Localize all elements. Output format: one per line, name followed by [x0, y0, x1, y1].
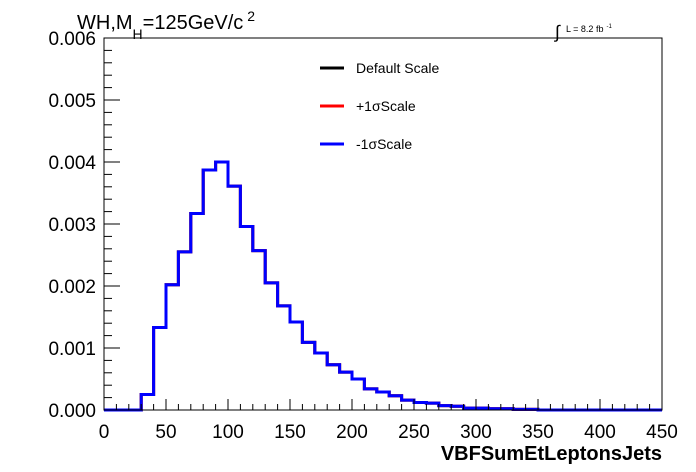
- y-tick-label: 0.001: [48, 339, 96, 360]
- series-line: [104, 160, 662, 412]
- integral-symbol: ∫: [553, 22, 561, 42]
- x-tick-label: 300: [460, 422, 492, 443]
- x-tick-label: 400: [584, 422, 616, 443]
- x-tick-label: 250: [398, 422, 430, 443]
- title-main: WH,M: [77, 12, 133, 34]
- x-tick-labels: 0 50 100 150 200 250 300 350 400 450: [99, 422, 678, 443]
- y-tick-label: 0.000: [48, 401, 96, 422]
- series-line: [104, 160, 662, 412]
- title-superscript: 2: [247, 8, 255, 24]
- y-tick-label: 0.004: [48, 153, 96, 174]
- x-tick-label: 0: [99, 422, 110, 443]
- legend-label: +1σScale: [356, 98, 416, 114]
- lumi-label: ∫ L = 8.2 fb -1: [553, 22, 612, 42]
- legend-label: -1σScale: [356, 136, 412, 152]
- series-layer: [104, 160, 662, 412]
- legend: Default Scale +1σScale -1σScale: [320, 60, 439, 152]
- y-tick-label: 0.006: [48, 29, 96, 50]
- axis-ticks: [103, 37, 663, 411]
- title-subscript: H: [133, 26, 143, 42]
- x-tick-label: 100: [212, 422, 244, 443]
- title-rest: =125GeV/c: [143, 12, 244, 34]
- x-tick-label: 200: [336, 422, 368, 443]
- x-tick-label: 150: [274, 422, 306, 443]
- y-tick-label: 0.003: [48, 215, 96, 236]
- x-tick-label: 450: [646, 422, 678, 443]
- series-line: [104, 160, 662, 412]
- plot-frame: [103, 37, 663, 411]
- x-axis-label: VBFSumEtLeptonsJets: [441, 443, 662, 465]
- x-tick-label: 50: [155, 422, 176, 443]
- legend-label: Default Scale: [356, 60, 439, 76]
- chart-title: WH,MH=125GeV/c 2: [77, 8, 255, 42]
- y-tick-label: 0.005: [48, 91, 96, 112]
- y-tick-labels: 0.000 0.001 0.002 0.003 0.004 0.005 0.006: [48, 29, 96, 422]
- x-tick-label: 350: [522, 422, 554, 443]
- lumi-text: L = 8.2 fb -1: [566, 24, 612, 34]
- y-tick-label: 0.002: [48, 277, 96, 298]
